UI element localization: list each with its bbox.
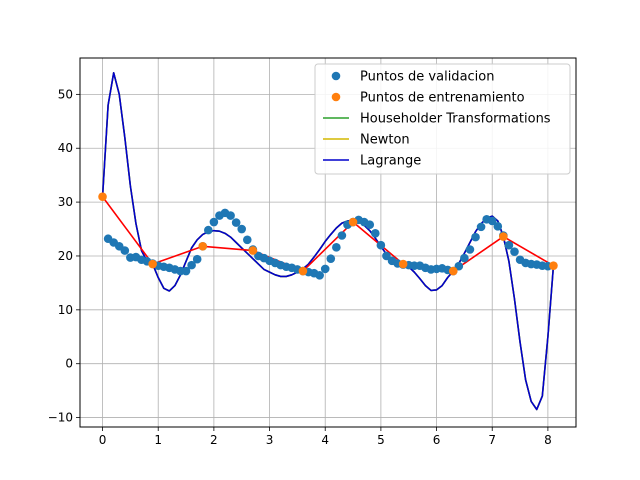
data-point	[454, 261, 464, 271]
data-point	[226, 211, 235, 220]
data-point	[298, 266, 308, 276]
data-point	[348, 217, 358, 227]
data-point	[248, 246, 258, 255]
data-point	[120, 246, 130, 255]
scatter-puntos-de-entrenamiento-1	[98, 192, 558, 276]
y-tick-label: 20	[58, 249, 73, 263]
data-point	[198, 241, 208, 251]
y-tick-label: 50	[58, 87, 73, 101]
data-point	[465, 245, 475, 254]
y-tick-label: 10	[58, 303, 73, 317]
legend-label: Puntos de entrenamiento	[360, 91, 525, 106]
legend-label: Puntos de validacion	[360, 70, 494, 85]
y-tick-label: 40	[58, 141, 73, 155]
x-tick-label: 8	[544, 433, 552, 447]
data-point	[237, 224, 247, 234]
data-point	[231, 218, 241, 227]
line-polyline-5	[101, 196, 554, 272]
legend-box	[314, 63, 571, 175]
data-point	[242, 235, 252, 245]
ticks: 0 1 2 3 4 5 6 7 8 −10 0 10 20 30 40 50	[48, 87, 552, 447]
scatter-puntos-de-validacion-0	[103, 208, 553, 280]
x-tick-label: 7	[488, 433, 496, 447]
x-tick-label: 2	[210, 433, 218, 447]
data-point	[204, 225, 213, 235]
data-point	[476, 222, 486, 232]
axes-frame	[79, 57, 577, 428]
data-point	[549, 261, 558, 270]
data-point	[504, 240, 514, 250]
data-point	[510, 247, 519, 256]
data-point	[320, 264, 330, 274]
legend-marker	[331, 92, 341, 102]
x-tick-label: 1	[154, 433, 162, 447]
data-point	[315, 271, 324, 280]
x-tick-label: 3	[266, 433, 274, 447]
x-tick-label: 4	[321, 433, 329, 447]
y-tick-label: 0	[65, 357, 73, 371]
data-point	[365, 220, 375, 230]
x-tick-label: 5	[377, 433, 385, 447]
data-point	[148, 259, 157, 269]
data-point	[398, 259, 408, 269]
data-point	[382, 251, 391, 261]
data-point	[209, 217, 219, 227]
legend-marker	[331, 71, 341, 81]
data-point	[499, 232, 508, 241]
data-point	[181, 266, 191, 276]
data-point	[460, 253, 469, 263]
legend-label: Newton	[360, 133, 410, 148]
y-tick-label: −10	[48, 411, 73, 425]
data-point	[493, 222, 503, 231]
data-point	[326, 254, 336, 263]
data-point	[376, 240, 386, 250]
data-point	[448, 266, 458, 276]
data-point	[471, 232, 480, 242]
legend: Puntos de validacion Puntos de entrenamie…	[314, 63, 571, 175]
data-point	[487, 216, 497, 226]
x-tick-label: 0	[99, 433, 107, 447]
data-point	[371, 229, 380, 238]
x-tick-label: 6	[433, 433, 441, 447]
legend-label: Householder Transformations	[360, 112, 551, 127]
legend-label: Lagrange	[360, 154, 421, 169]
plot-markers	[98, 192, 558, 280]
data-point	[192, 254, 202, 264]
data-point	[332, 243, 341, 252]
y-tick-label: 30	[58, 195, 73, 209]
data-point	[187, 260, 196, 270]
data-point	[337, 231, 347, 240]
data-point	[98, 192, 107, 202]
